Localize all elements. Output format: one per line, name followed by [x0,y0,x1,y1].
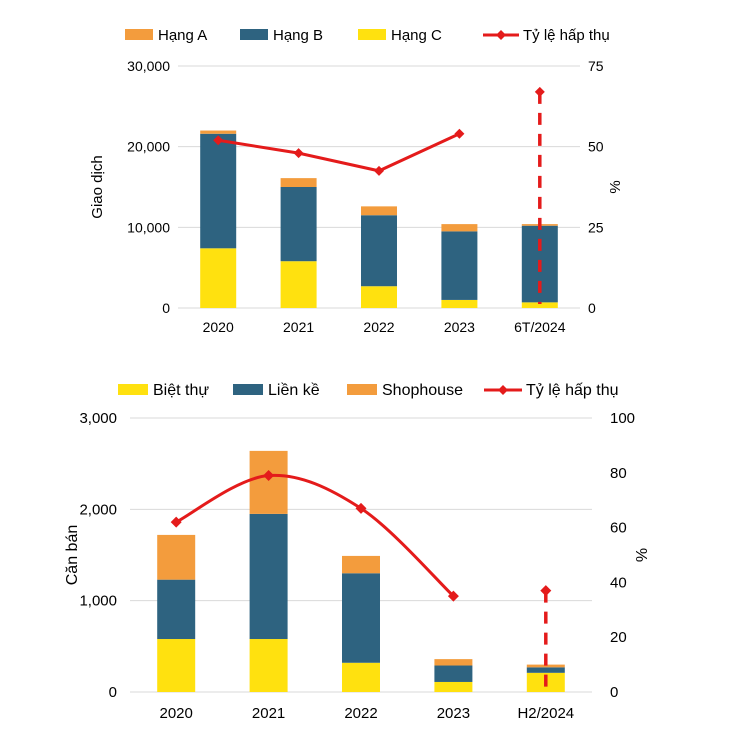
chart2-legend-swatch-1 [233,384,263,395]
chart1-absorption-marker-0 [213,135,224,146]
chart2-bar-biệt-thự-3 [434,681,473,692]
chart2-legend-label: Tỷ lệ hấp thụ [526,382,619,399]
chart2-y2-tick-label: 60 [610,520,627,537]
chart2-bar-shophouse-3 [434,659,473,666]
chart2-bar-shophouse-4 [526,664,565,668]
chart1-bar-hạng-b-2 [361,215,397,287]
chart2-bar-biệt-thự-0 [157,639,196,692]
chart2-y2-tick-label: 100 [610,410,635,427]
chart2-y2-tick-label: 0 [610,684,618,701]
chart2-x-tick-label: 2023 [437,705,470,722]
chart1-y-tick-label: 0 [162,300,170,316]
chart2-bar-biệt-thự-1 [249,639,288,692]
chart2-legend-label: Liền kề [268,382,320,399]
chart1-bar-hạng-a-1 [280,178,317,187]
chart1-bar-hạng-b-1 [280,187,317,262]
chart1-y-tick-label: 20,000 [127,139,170,155]
chart1-x-tick-label: 2023 [444,319,475,335]
chart1-y2-tick-label: 0 [588,300,596,316]
chart1-legend-label: Tỷ lệ hấp thụ [523,27,610,44]
chart2-y2-tick-label: 20 [610,629,627,646]
chart2-x-tick-label: H2/2024 [517,705,574,722]
chart1-x-tick-label: 2020 [203,319,234,335]
chart1-bar-hạng-b-3 [441,231,478,300]
chart1-y-tick-label: 10,000 [127,219,170,235]
chart2-bar-biệt-thự-2 [342,662,380,692]
chart1-legend-label: Hạng C [391,27,442,44]
chart1-x-tick-label: 2022 [363,319,394,335]
chart2-legend-label: Shophouse [382,382,463,399]
chart1-bar-hạng-c-2 [361,286,397,308]
chart2-bar-shophouse-1 [249,450,288,514]
chart2-legend-swatch-0 [118,384,148,395]
chart2-y-tick-label: 2,000 [79,501,117,518]
chart2-bar-liền-kề-0 [157,579,196,640]
chart1-y2-axis-label: % [607,180,624,193]
chart2-y2-tick-label: 80 [610,465,627,482]
chart1-legend-line-marker [496,30,506,40]
chart1-absorption-marker-1 [293,148,304,159]
chart2-legend-line-marker [498,385,508,395]
chart1-y-tick-label: 30,000 [127,58,170,74]
chart1-bar-hạng-a-3 [441,224,478,232]
chart2-absorption-marker-3 [447,590,459,602]
chart1-bar-hạng-b-0 [200,133,237,249]
chart2-absorption-marker-4 [540,585,552,597]
chart1-absorption-marker-3 [454,128,465,139]
chart2-y2-axis-label: % [634,548,651,562]
chart2-y-tick-label: 1,000 [79,593,117,610]
chart1-bar-hạng-c-1 [280,261,317,308]
chart1-x-tick-label: 2021 [283,319,314,335]
chart2-absorption-marker-2 [355,502,367,514]
chart1-bar-hạng-c-0 [200,248,237,308]
chart1-bar-hạng-c-3 [441,299,478,308]
chart2-legend-swatch-2 [347,384,377,395]
chart2-absorption-marker-1 [263,470,275,482]
chart2-bar-liền-kề-3 [434,665,473,682]
chart2-bar-liền-kề-2 [342,573,380,663]
chart2-y-tick-label: 3,000 [79,410,117,427]
chart2-legend-label: Biệt thự [153,382,209,399]
chart1-y-axis-label: Giao dịch [89,155,106,218]
chart2-bar-shophouse-0 [157,534,196,580]
chart2-absorption-line [175,473,455,598]
chart2-y2-tick-label: 40 [610,574,627,591]
chart1-bar-hạng-a-0 [200,130,237,134]
chart2-bar-shophouse-2 [342,555,380,574]
chart1-legend-swatch-2 [358,29,386,40]
chart1-legend-swatch-1 [240,29,268,40]
chart2-absorption-marker-0 [170,516,182,528]
chart2-x-tick-label: 2020 [160,705,193,722]
chart1-absorption-marker-2 [374,165,384,176]
chart2-x-tick-label: 2022 [344,705,377,722]
chart1-x-tick-label: 6T/2024 [514,319,566,335]
chart1-legend-label: Hạng A [158,27,207,44]
chart1-legend-label: Hạng B [273,27,323,44]
chart1-bar-hạng-c-4 [521,302,558,308]
chart1-bar-hạng-a-2 [361,206,397,216]
chart1-legend-swatch-0 [125,29,153,40]
chart2-y-axis-label: Căn bán [64,525,81,586]
chart1-y2-tick-label: 75 [588,58,604,74]
chart2-x-tick-label: 2021 [252,705,285,722]
chart1-absorption-line [217,132,461,173]
chart1-y2-tick-label: 25 [588,219,604,235]
chart2-bar-liền-kề-1 [249,513,288,640]
chart1-y2-tick-label: 50 [588,139,604,155]
chart2-y-tick-label: 0 [109,684,117,701]
chart1-absorption-marker-4 [534,86,545,97]
chart2-bar-liền-kề-4 [526,667,565,673]
